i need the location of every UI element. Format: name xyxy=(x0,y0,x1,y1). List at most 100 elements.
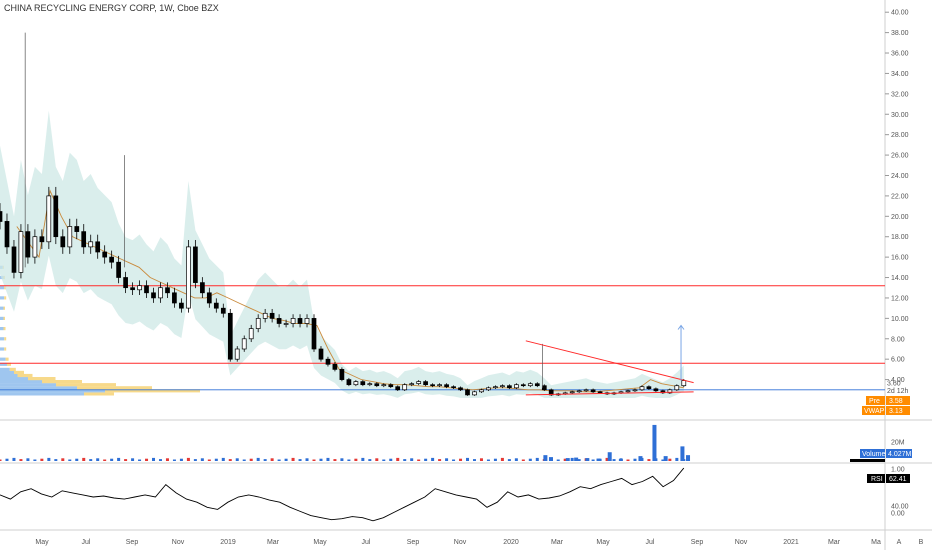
candle-body xyxy=(213,302,219,309)
rsi-badge xyxy=(867,474,885,483)
volume-profile-row xyxy=(28,377,56,381)
candle-body xyxy=(437,384,442,387)
volume-bar xyxy=(486,459,490,461)
volume-profile-row xyxy=(3,306,5,310)
auto-scale-button[interactable]: A xyxy=(897,539,902,546)
x-tick-label: Ma xyxy=(871,539,881,546)
x-tick-label: Mar xyxy=(828,539,841,546)
candle-body xyxy=(395,386,401,391)
candle-body xyxy=(158,287,163,299)
x-tick-label: May xyxy=(596,539,610,546)
volume-bar xyxy=(618,459,623,461)
candle-body xyxy=(646,386,652,390)
volume-bar xyxy=(26,458,30,461)
candle-body xyxy=(402,384,408,391)
rsi-tick-label: 40.00 xyxy=(891,504,909,511)
candle-body xyxy=(186,246,191,309)
volume-bar xyxy=(585,458,590,461)
candle-body xyxy=(25,231,31,258)
volume-profile-row xyxy=(9,367,16,371)
volume-bar xyxy=(514,458,518,461)
candle-body xyxy=(318,348,324,360)
candle-body xyxy=(409,383,415,386)
candle-body xyxy=(109,256,114,263)
volume-bar xyxy=(124,459,128,461)
candle-body xyxy=(151,292,156,299)
candle-body xyxy=(332,363,338,370)
volume-profile-row xyxy=(0,373,18,378)
candle-body xyxy=(667,389,673,394)
volume-bar xyxy=(291,457,295,461)
volume-bar xyxy=(152,457,156,461)
x-tick-label: Jul xyxy=(646,539,655,546)
y-tick-label: 6.00 xyxy=(891,357,905,364)
band-area xyxy=(0,110,684,398)
volume-bar xyxy=(54,459,58,461)
rsi-series: 1.00 40.000.00 RSI 62.41 xyxy=(0,467,910,522)
candle-body xyxy=(193,246,198,283)
candle-body xyxy=(290,318,296,324)
volume-bar xyxy=(459,458,463,461)
resistance-trendline xyxy=(525,340,694,384)
volume-bar xyxy=(0,459,2,461)
candle-body xyxy=(95,241,101,253)
y-tick-label: 4.00 xyxy=(891,377,905,384)
volume-bar xyxy=(312,459,316,461)
price-y-axis: 4.00 6.00 8.00 10.00 12.00 14.00 16.00 18.00 20.… xyxy=(885,10,909,384)
volume-profile-row xyxy=(0,347,5,351)
rsi-line xyxy=(0,467,685,522)
volume-profile-row xyxy=(14,370,24,374)
volume-bar xyxy=(472,459,476,461)
volume-bar xyxy=(574,457,579,461)
y-tick-label: 32.00 xyxy=(891,91,909,98)
x-tick-label: Nov xyxy=(454,539,467,546)
volume-bar xyxy=(626,459,630,461)
volume-bar xyxy=(661,459,665,461)
candle-body xyxy=(583,389,589,392)
candle-body xyxy=(465,389,470,396)
volume-profile-row xyxy=(42,380,82,384)
candle-body xyxy=(32,236,38,258)
candle-body xyxy=(88,241,94,248)
x-tick-label: Mar xyxy=(551,539,564,546)
candle-body xyxy=(353,381,359,386)
y-tick-label: 18.00 xyxy=(891,234,909,241)
volume-bar xyxy=(12,457,16,461)
rsi-tick-label: 0.00 xyxy=(891,511,905,518)
log-scale-button[interactable]: B xyxy=(919,539,924,546)
volume-label: Volume xyxy=(862,451,885,458)
candle-body xyxy=(632,389,638,392)
candle-body xyxy=(451,386,456,389)
candle-body xyxy=(234,348,240,360)
candle-body xyxy=(346,379,352,386)
candle-body xyxy=(220,307,226,314)
volume-bar xyxy=(179,458,183,461)
volume-bar xyxy=(375,458,379,461)
candle-body xyxy=(179,302,184,309)
candle-body xyxy=(479,389,484,393)
y-tick-label: 40.00 xyxy=(891,10,909,17)
y-tick-label: 16.00 xyxy=(891,255,909,262)
volume-bar xyxy=(652,424,657,461)
volume-profile-row xyxy=(0,306,4,310)
volume-bar xyxy=(507,459,511,461)
volume-badge xyxy=(860,449,885,458)
target-arrow-head xyxy=(677,324,685,330)
volume-bar xyxy=(284,458,288,461)
volume-bar xyxy=(396,457,400,461)
volume-profile-row xyxy=(4,337,7,341)
volume-bar xyxy=(103,459,107,461)
volume-bar xyxy=(445,458,449,461)
volume-bar xyxy=(47,457,51,461)
volume-bar xyxy=(326,457,330,461)
candle-body xyxy=(46,195,52,243)
volume-bar xyxy=(61,458,65,461)
rsi-tick-label: 1.00 xyxy=(891,467,905,474)
volume-bar xyxy=(298,459,302,461)
candle-body xyxy=(325,358,331,365)
volume-bar xyxy=(235,458,239,461)
volume-bar xyxy=(633,458,637,461)
